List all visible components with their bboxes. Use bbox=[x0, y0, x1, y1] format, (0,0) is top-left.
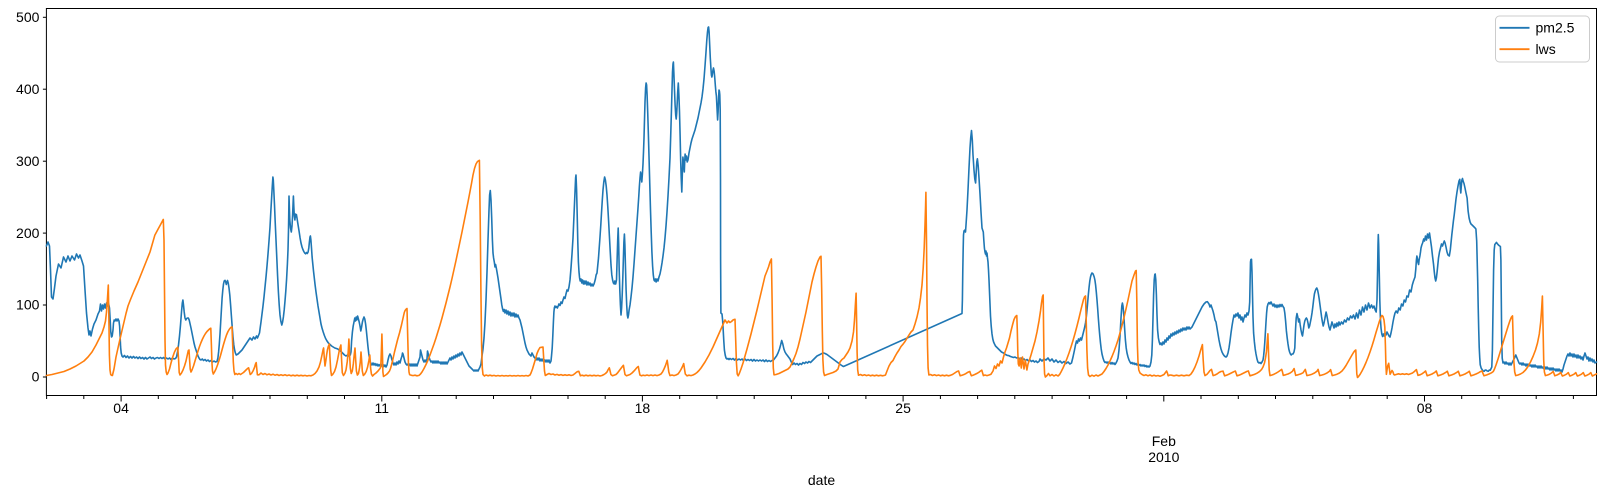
svg-text:500: 500 bbox=[16, 9, 40, 25]
svg-text:date: date bbox=[808, 472, 835, 488]
svg-text:08: 08 bbox=[1417, 400, 1433, 416]
svg-text:18: 18 bbox=[635, 400, 651, 416]
svg-text:2010: 2010 bbox=[1148, 449, 1179, 465]
svg-text:100: 100 bbox=[16, 297, 40, 313]
svg-text:200: 200 bbox=[16, 225, 40, 241]
svg-text:0: 0 bbox=[32, 369, 40, 385]
svg-text:400: 400 bbox=[16, 81, 40, 97]
svg-text:04: 04 bbox=[113, 400, 129, 416]
svg-text:lws: lws bbox=[1536, 41, 1556, 57]
svg-text:pm2.5: pm2.5 bbox=[1536, 20, 1575, 36]
svg-text:25: 25 bbox=[895, 400, 911, 416]
svg-text:300: 300 bbox=[16, 153, 40, 169]
svg-text:Feb: Feb bbox=[1152, 433, 1176, 449]
svg-text:11: 11 bbox=[375, 400, 390, 416]
